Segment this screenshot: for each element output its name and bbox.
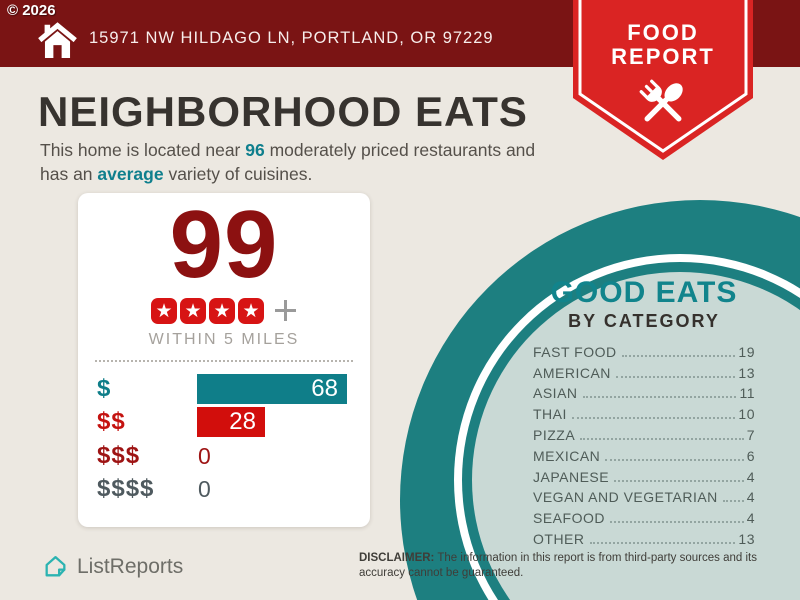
- radius-caption: WITHIN 5 MILES: [148, 331, 300, 348]
- restaurant-count: 96: [245, 140, 265, 160]
- plus-icon: [272, 297, 299, 324]
- price-level-row: $ 68: [97, 372, 351, 406]
- listreports-logo: ListReports: [42, 553, 183, 580]
- badge-title-line2: REPORT: [611, 44, 715, 69]
- home-icon: [36, 18, 79, 63]
- category-name: SEAFOOD: [533, 510, 605, 527]
- listreports-house-icon: [45, 556, 66, 577]
- dotted-leader: [621, 354, 736, 357]
- page-subtitle: This home is located near 96 moderately …: [40, 138, 556, 186]
- disclaimer-label: DISCLAIMER:: [359, 552, 435, 564]
- star-icon: ★: [151, 297, 177, 324]
- price-level-value: 0: [198, 476, 211, 503]
- category-name: JAPANESE: [533, 468, 610, 485]
- dotted-leader: [615, 375, 736, 378]
- brand-name: ListReports: [77, 554, 184, 578]
- category-count: 6: [746, 447, 755, 464]
- category-name: VEGAN AND VEGETARIAN: [533, 489, 718, 506]
- subtitle-text-1: This home is located near: [40, 140, 246, 160]
- good-eats-title: GOOD EATS: [550, 276, 738, 309]
- category-row: PIZZA 7: [533, 422, 755, 443]
- category-row: ASIAN 11: [533, 381, 755, 402]
- category-name: MEXICAN: [533, 447, 601, 464]
- price-level-value: 68: [311, 374, 338, 402]
- price-level-label: $: [97, 374, 112, 402]
- restaurant-score: 99: [169, 191, 279, 298]
- dotted-leader: [582, 396, 737, 399]
- dotted-leader: [614, 479, 744, 482]
- price-level-value: 28: [229, 408, 256, 436]
- star-rating: ★ ★ ★ ★: [78, 297, 370, 324]
- category-count: 13: [738, 364, 755, 381]
- badge-title-line1: FOOD: [627, 20, 699, 45]
- variety-highlight: average: [97, 164, 164, 184]
- dotted-leader: [609, 521, 744, 524]
- category-count: 13: [738, 530, 755, 547]
- category-count: 4: [746, 468, 755, 485]
- price-level-bar: 68: [197, 373, 347, 404]
- price-level-chart: $ 68 $$ 28 $$$ 0 $$$$ 0: [78, 372, 370, 506]
- category-name: AMERICAN: [533, 364, 611, 381]
- star-tiles: ★ ★ ★ ★: [150, 297, 266, 324]
- category-count: 7: [746, 426, 755, 443]
- star-icon: ★: [238, 297, 264, 324]
- star-icon: ★: [180, 297, 206, 324]
- dotted-leader: [589, 541, 736, 544]
- category-row: AMERICAN 13: [533, 360, 755, 381]
- category-row: JAPANESE 4: [533, 464, 755, 485]
- subtitle-text-2: moderately priced restaurants and has an: [40, 140, 536, 184]
- property-address: 15971 NW HILDAGO LN, PORTLAND, OR 97229: [89, 29, 494, 47]
- price-level-bar: 28: [197, 407, 265, 438]
- dotted-leader: [722, 500, 744, 503]
- category-count: 10: [738, 406, 755, 423]
- category-row: FAST FOOD 19: [533, 339, 755, 360]
- category-name: PIZZA: [533, 426, 576, 443]
- category-row: SEAFOOD 4: [533, 505, 755, 526]
- price-level-value: 0: [198, 442, 211, 469]
- category-row: OTHER 13: [533, 526, 755, 547]
- category-name: FAST FOOD: [533, 343, 617, 360]
- copyright-text: © 2026: [7, 2, 56, 19]
- dotted-leader: [605, 458, 744, 461]
- category-count: 19: [738, 343, 755, 360]
- category-name: ASIAN: [533, 385, 578, 402]
- star-icon: ★: [209, 297, 235, 324]
- price-level-label: $$$$: [97, 475, 155, 503]
- food-report-badge: FOOD REPORT: [573, 0, 753, 165]
- category-count: 11: [739, 385, 755, 402]
- score-card: 99 ★ ★ ★ ★ WITHIN 5 MILES $ 68 $$ 28 $$$: [78, 193, 370, 527]
- dotted-leader: [580, 437, 744, 440]
- price-level-label: $$$: [97, 441, 141, 469]
- price-level-row: $$$ 0: [97, 439, 351, 473]
- price-level-row: $$$$ 0: [97, 473, 351, 507]
- fork-and-spoon-icon: [639, 79, 683, 122]
- category-row: VEGAN AND VEGETARIAN 4: [533, 485, 755, 506]
- dotted-divider: [95, 360, 353, 362]
- page-title: NEIGHBORHOOD EATS: [38, 88, 528, 135]
- category-count: 4: [746, 489, 755, 506]
- good-eats-panel: GOOD EATS BY CATEGORY FAST FOOD 19 AMERI…: [533, 276, 755, 547]
- category-row: THAI 10: [533, 401, 755, 422]
- good-eats-subtitle: BY CATEGORY: [568, 311, 720, 331]
- badge-ribbon-shape: [573, 0, 753, 160]
- category-row: MEXICAN 6: [533, 443, 755, 464]
- subtitle-text-3: variety of cuisines.: [163, 164, 313, 184]
- price-level-row: $$ 28: [97, 406, 351, 440]
- disclaimer: DISCLAIMER: The information in this repo…: [359, 551, 785, 580]
- category-name: THAI: [533, 406, 567, 423]
- dotted-leader: [571, 417, 736, 420]
- category-list: FAST FOOD 19 AMERICAN 13 ASIAN 11 THAI 1…: [533, 339, 755, 547]
- price-level-label: $$: [97, 408, 126, 436]
- category-name: OTHER: [533, 530, 585, 547]
- category-count: 4: [746, 510, 755, 527]
- disclaimer-text: The information in this report is from t…: [359, 552, 757, 579]
